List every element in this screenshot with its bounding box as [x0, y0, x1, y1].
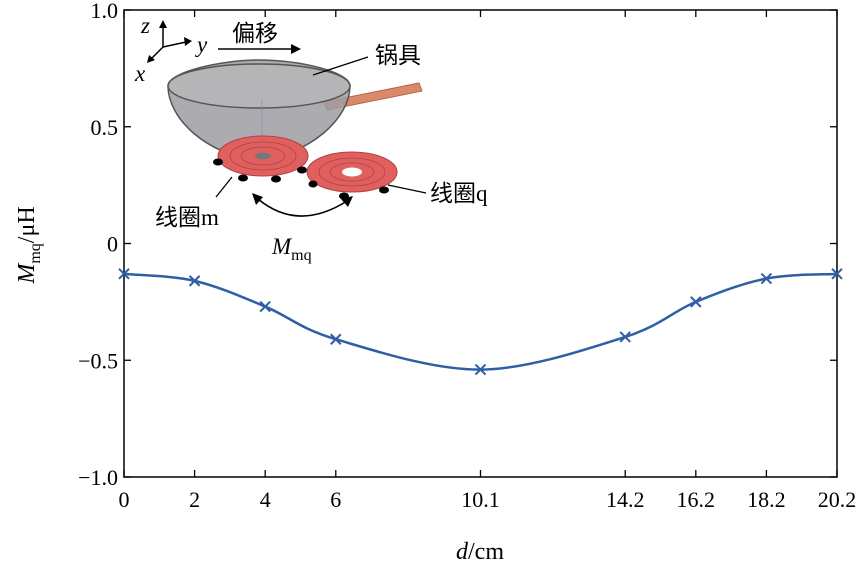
axis-y-label: y — [195, 32, 208, 57]
y-tick-label: −0.5 — [78, 348, 118, 373]
series-line — [123, 272, 838, 371]
coordinate-axes-icon: z y x — [134, 13, 208, 86]
data-point — [831, 268, 843, 280]
x-axis-ticks: 0 2 4 6 10.1 14.2 16.2 18.2 20.2 — [119, 10, 857, 512]
mutual-label: Mmq — [271, 234, 312, 264]
data-point — [690, 296, 702, 308]
y-tick-label: 0 — [107, 232, 118, 257]
data-point — [619, 331, 631, 343]
x-tick-label: 14.2 — [606, 487, 645, 512]
coil-q-icon — [306, 151, 398, 200]
x-tick-label: 18.2 — [747, 487, 786, 512]
x-tick-label: 10.1 — [461, 487, 500, 512]
pot-label: 锅具 — [375, 43, 421, 68]
pot-leader-line — [312, 56, 369, 76]
inset-illustration: z y x 偏移 — [134, 13, 488, 264]
coil-m-leader-line — [215, 176, 233, 198]
mutual-arrow-icon — [252, 193, 353, 217]
offset-label: 偏移 — [232, 21, 278, 46]
x-tick-label: 0 — [119, 487, 130, 512]
x-tick-label: 20.2 — [818, 487, 857, 512]
series-mmq — [118, 268, 843, 376]
y-tick-label: 1.0 — [91, 0, 119, 23]
offset-arrow-icon — [218, 44, 301, 54]
coil-q-leader-line — [387, 184, 427, 194]
y-tick-label: −1.0 — [78, 465, 118, 490]
coil-m-label: 线圈m — [155, 205, 219, 230]
y-axis-label: Mmq/μH — [14, 206, 44, 284]
y-axis-ticks: 1.0 0.5 0 −0.5 −1.0 — [78, 0, 837, 490]
data-point — [474, 363, 487, 376]
x-axis-label: d/cm — [456, 539, 504, 565]
data-point — [259, 300, 271, 313]
axis-z-label: z — [140, 13, 150, 38]
coil-m-icon — [213, 135, 309, 183]
data-point — [188, 275, 201, 287]
coil-q-label: 线圈q — [430, 181, 488, 206]
data-point — [760, 272, 773, 285]
x-tick-label: 16.2 — [677, 487, 716, 512]
x-tick-label: 2 — [189, 487, 200, 512]
pot-icon — [167, 59, 351, 161]
x-tick-label: 4 — [260, 487, 271, 512]
y-tick-label: 0.5 — [91, 115, 119, 140]
axis-x-label: x — [134, 61, 146, 86]
x-tick-label: 6 — [330, 487, 341, 512]
data-point — [118, 268, 130, 280]
data-point — [330, 333, 342, 345]
